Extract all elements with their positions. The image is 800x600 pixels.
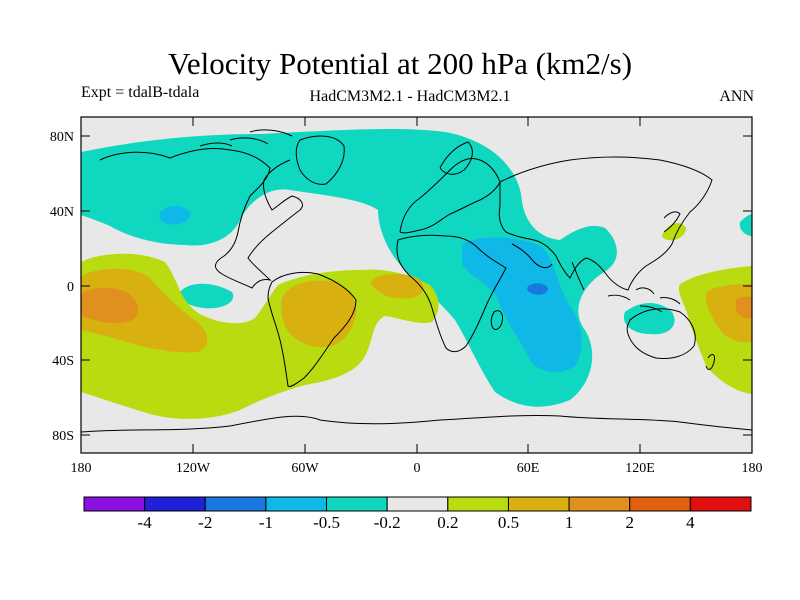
y-label-40n: 40N: [50, 205, 74, 220]
coast-new-zealand: [705, 354, 715, 370]
y-label-0: 0: [67, 280, 74, 295]
field-region-positive-atlantic: [370, 273, 424, 299]
map-title: Velocity Potential at 200 hPa (km2/s): [167, 46, 633, 81]
coast-arabia-india: [511, 243, 585, 291]
x-label-180-east: 180: [742, 461, 763, 476]
colorbar: -4 -2 -1 -0.5 -0.2 0.2 0.5 1 2 4: [83, 496, 752, 532]
coastlines: [81, 129, 752, 433]
field-region-positive-core-east: [736, 296, 752, 319]
colorbar-swatch: [204, 496, 267, 512]
coast-south-america: [267, 271, 357, 387]
coast-japan: [663, 211, 681, 233]
colorbar-label: -0.2: [374, 513, 401, 532]
colorbar-swatch: [265, 496, 328, 512]
colorbar-label: -0.5: [313, 513, 340, 532]
field-region-positive-core: [81, 287, 139, 324]
map-field: [81, 117, 752, 453]
colorbar-label: -1: [259, 513, 273, 532]
colorbar-swatch: [507, 496, 570, 512]
colorbar-swatch: [629, 496, 691, 512]
y-label-40s: 40S: [52, 354, 74, 369]
field-region-negative-east: [739, 214, 752, 236]
coast-asia: [498, 156, 713, 291]
colorbar-label: 2: [625, 513, 634, 532]
colorbar-label: 1: [565, 513, 574, 532]
model-label: HadCM3M2.1 - HadCM3M2.1: [309, 88, 511, 105]
x-label-60e: 60E: [517, 461, 540, 476]
colorbar-swatch: [386, 496, 449, 512]
x-label-180-west: 180: [71, 461, 92, 476]
x-label-60w: 60W: [291, 461, 319, 476]
colorbar-swatch: [689, 496, 752, 512]
field-region-negative-pacific: [179, 283, 234, 309]
coast-madagascar: [490, 310, 503, 330]
x-label-120e: 120E: [625, 461, 655, 476]
colorbar-label: 4: [686, 513, 695, 532]
colorbar-swatch: [144, 496, 206, 512]
y-ticks: [81, 135, 752, 436]
coast-australia: [626, 308, 696, 359]
y-label-80s: 80S: [52, 429, 74, 444]
field-region-negative-north-atlantic: [159, 206, 191, 225]
colorbar-swatch: [83, 496, 146, 512]
colorbar-label: 0.2: [437, 513, 458, 532]
y-label-80n: 80N: [50, 130, 74, 145]
x-ticks: [80, 117, 641, 453]
field-region-negative-australia: [623, 303, 675, 335]
coast-scandinavia: [439, 141, 473, 175]
colorbar-label: -2: [198, 513, 212, 532]
field-region-negative-core: [527, 283, 548, 295]
coast-arctic-islands: [199, 129, 293, 147]
coast-antarctica: [81, 414, 752, 433]
field-region-negative-indian-ocean: [462, 237, 582, 373]
season-label: ANN: [719, 88, 754, 105]
coast-africa: [396, 234, 507, 353]
colorbar-label: 0.5: [498, 513, 519, 532]
field-region-positive-south-america: [281, 280, 357, 348]
colorbar-swatch: [326, 496, 388, 512]
coast-greenland: [295, 135, 345, 185]
coast-north-america: [99, 147, 303, 289]
x-label-0: 0: [414, 461, 421, 476]
colorbar-label: -4: [138, 513, 153, 532]
colorbar-swatch: [447, 496, 509, 512]
colorbar-swatch: [568, 496, 631, 512]
coast-indonesia: [607, 287, 681, 313]
experiment-label: Expt = tdalB-tdala: [81, 84, 200, 101]
x-label-120w: 120W: [176, 461, 211, 476]
